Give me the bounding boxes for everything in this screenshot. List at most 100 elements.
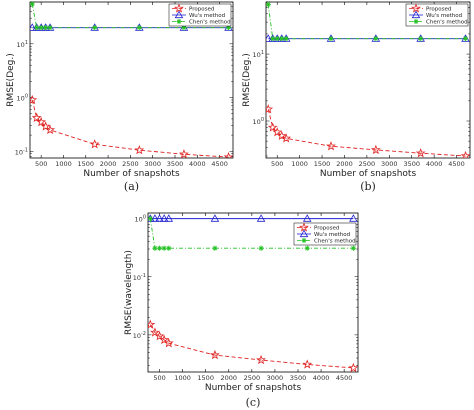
data-point-triangle	[302, 214, 312, 222]
y-tick-label: 100	[253, 117, 264, 126]
panel-caption: (c)	[246, 396, 261, 409]
data-point-asterisk	[161, 245, 167, 251]
legend-marker-star	[174, 3, 184, 13]
x-tick-label: 2000	[100, 160, 117, 168]
legend-label: Proposed	[314, 226, 339, 232]
x-tick-label: 1500	[314, 160, 331, 168]
series-group	[266, 2, 470, 158]
data-point-triangle	[155, 214, 164, 222]
x-tick-label: 3500	[167, 160, 184, 168]
data-point-asterisk	[328, 36, 334, 42]
y-axis-label: RMSE(Deg.)	[242, 53, 252, 106]
x-tick-label: 2500	[359, 160, 376, 168]
plot-frame	[147, 212, 359, 373]
data-point-triangle	[159, 214, 169, 222]
legend-label: Wu's method	[189, 13, 225, 19]
data-point-star	[31, 112, 42, 122]
data-point-asterisk	[92, 25, 98, 31]
data-point-star	[154, 331, 165, 341]
x-tick-label: 1000	[174, 374, 191, 382]
legend-label: Wu's method	[426, 13, 462, 19]
data-point-asterisk	[30, 2, 35, 7]
data-point-asterisk	[283, 36, 289, 42]
data-point-asterisk	[38, 25, 44, 31]
data-point-asterisk	[166, 245, 172, 251]
data-point-star	[223, 151, 233, 158]
data-point-star	[281, 133, 292, 143]
x-tick-label: 500	[153, 374, 165, 382]
data-point-star	[267, 122, 278, 132]
data-point-star	[460, 150, 470, 158]
x-tick-label: 1500	[197, 374, 214, 382]
x-tick-label: 2500	[122, 160, 139, 168]
legend-label: Wu's method	[314, 232, 350, 238]
y-tick-label: 10-1	[133, 273, 146, 282]
x-tick-label: 4000	[189, 160, 206, 168]
data-point-triangle	[150, 214, 160, 222]
legend-marker-triangle	[174, 10, 184, 19]
data-point-star	[256, 354, 266, 365]
legend-label: Chen's method	[426, 20, 468, 26]
x-tick-label: 4500	[448, 160, 465, 168]
data-point-asterisk	[148, 216, 153, 222]
x-tick-label: 4000	[313, 374, 330, 382]
x-tick-label: 3000	[381, 160, 398, 168]
y-tick-label: 10-1	[15, 147, 28, 156]
x-tick-label: 1000	[291, 160, 308, 168]
chart-panel-a: 500 1000 1500 2000 2500 3000 3500 4000 4500 10-1 1…	[6, 1, 234, 193]
x-tick-label: 500	[271, 160, 283, 168]
x-tick-label: 4000	[426, 160, 443, 168]
x-tick-label: 3000	[267, 374, 284, 382]
data-point-star	[348, 362, 358, 372]
data-point-star	[150, 327, 160, 337]
x-tick-label: 4500	[211, 160, 228, 168]
x-tick-label: 2500	[244, 374, 261, 382]
data-point-asterisk	[34, 25, 40, 31]
legend-box	[168, 3, 232, 27]
chart-panel-b: 500 1000 1500 2000 2500 3000 3500 4000 4500 100 10…	[242, 1, 471, 193]
series-group	[148, 214, 358, 372]
panel-caption: (a)	[124, 180, 139, 193]
chart-panel-c: 500 1000 1500 2000 2500 3000 3500 4000 4500 10-2 1…	[124, 212, 359, 409]
data-point-asterisk	[350, 245, 356, 251]
data-point-star	[210, 349, 220, 360]
data-point-triangle	[210, 214, 220, 222]
data-point-asterisk	[136, 25, 142, 31]
x-tick-label: 3500	[290, 374, 307, 382]
legend-marker-triangle	[299, 229, 309, 238]
data-point-star	[134, 145, 145, 155]
x-tick-label: 500	[35, 160, 47, 168]
data-point-triangle	[256, 214, 266, 222]
series-line-star	[149, 324, 354, 369]
y-tick-label: 100	[17, 94, 28, 103]
y-tick-label: 100	[135, 215, 146, 224]
series-group	[30, 2, 233, 158]
data-point-asterisk	[152, 245, 158, 251]
x-tick-label: 1000	[55, 160, 72, 168]
data-point-asterisk	[274, 36, 280, 42]
y-tick-label: 101	[253, 50, 264, 59]
data-point-asterisk	[270, 36, 276, 42]
data-point-star	[302, 359, 313, 369]
data-point-asterisk	[373, 36, 379, 42]
legend-marker-asterisk	[176, 18, 182, 25]
data-point-asterisk	[266, 2, 271, 8]
data-point-star	[148, 319, 156, 329]
x-axis-label: Number of snapshots	[83, 169, 180, 179]
data-point-star	[326, 141, 336, 151]
y-tick-label: 101	[17, 40, 28, 49]
legend-marker-star	[299, 222, 309, 232]
data-point-triangle	[164, 214, 174, 222]
data-point-triangle	[30, 23, 37, 31]
data-point-asterisk	[47, 25, 53, 31]
y-axis-label: RMSE(wavelength)	[124, 250, 134, 335]
y-axis-label: RMSE(Deg.)	[6, 53, 16, 106]
legend-label: Chen's method	[314, 239, 356, 245]
y-tick-label: 10-2	[133, 331, 146, 340]
x-tick-label: 2000	[336, 160, 353, 168]
data-point-triangle	[266, 34, 273, 42]
x-tick-label: 4500	[336, 374, 353, 382]
